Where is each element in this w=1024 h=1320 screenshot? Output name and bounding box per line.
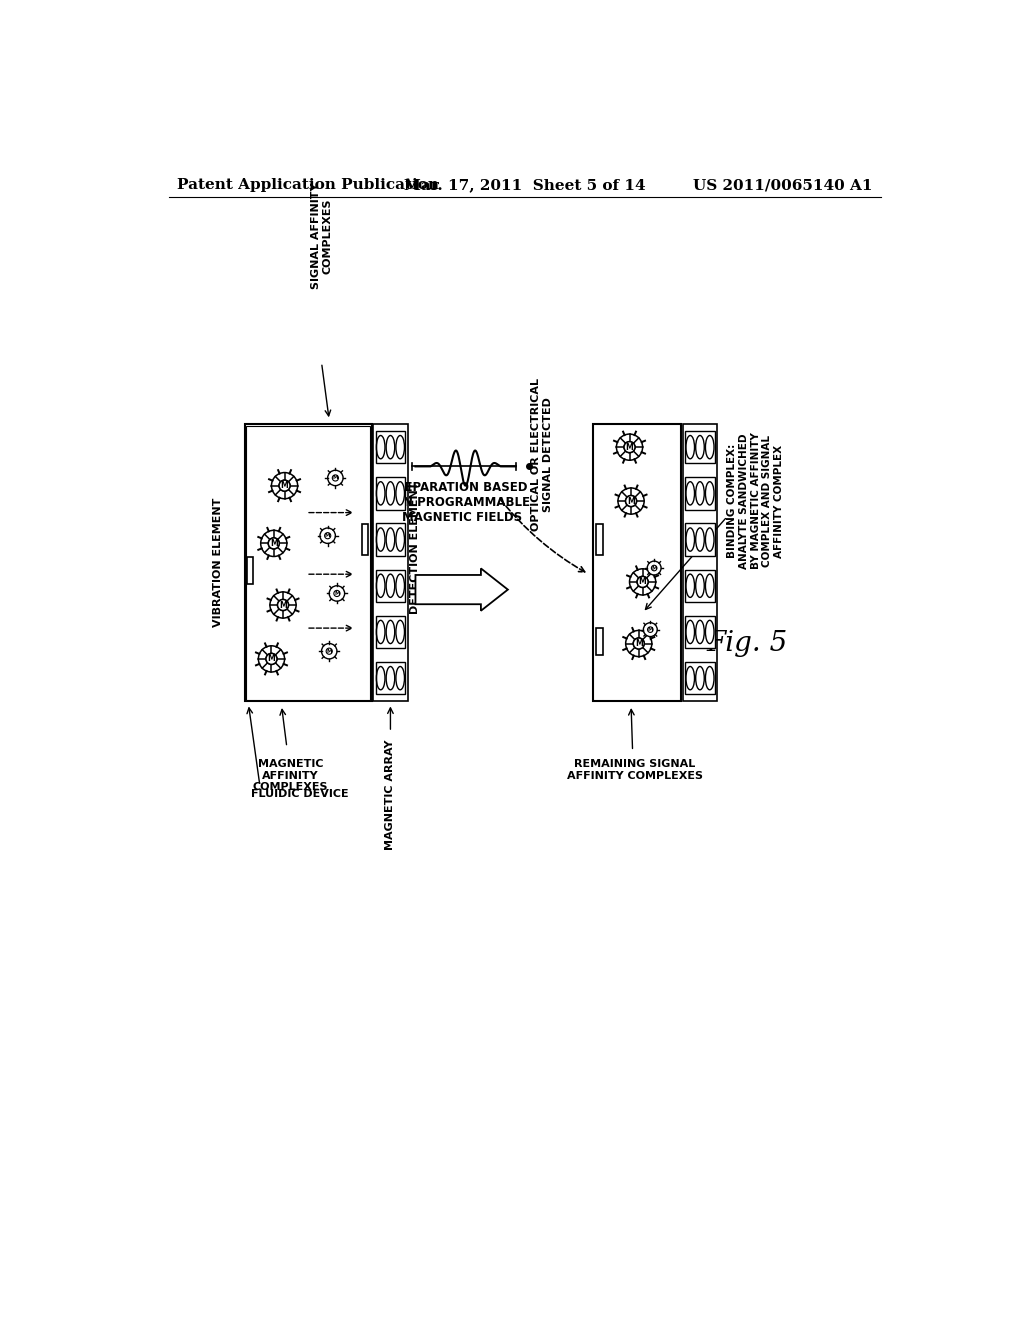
Bar (376, 663, 406, 694)
Text: OPTICAL OR ELECTRICAL
SIGNAL DETECTED: OPTICAL OR ELECTRICAL SIGNAL DETECTED (531, 379, 553, 532)
Circle shape (633, 638, 644, 649)
Bar (245, 424, 372, 701)
Text: Fig. 5: Fig. 5 (706, 630, 787, 657)
Circle shape (322, 644, 337, 659)
Circle shape (647, 627, 653, 632)
Circle shape (271, 473, 298, 499)
Bar (376, 432, 406, 463)
Text: Patent Application Publication: Patent Application Publication (177, 178, 438, 193)
Circle shape (626, 495, 637, 507)
Circle shape (325, 532, 331, 539)
Text: M: M (627, 496, 635, 506)
Circle shape (330, 586, 345, 601)
Circle shape (333, 475, 339, 480)
Circle shape (328, 470, 343, 486)
Circle shape (268, 539, 280, 549)
Text: M: M (647, 627, 653, 632)
Bar (246, 425, 370, 700)
Circle shape (280, 480, 290, 491)
Circle shape (616, 434, 643, 461)
Text: FLUIDIC DEVICE: FLUIDIC DEVICE (251, 788, 348, 799)
Bar (376, 570, 406, 602)
Text: M: M (639, 577, 646, 586)
Text: Mar. 17, 2011  Sheet 5 of 14: Mar. 17, 2011 Sheet 5 of 14 (404, 178, 645, 193)
Text: DETECTION ELEMENT: DETECTION ELEMENT (411, 480, 421, 614)
Circle shape (626, 495, 637, 507)
Text: MAGNETIC ARRAY: MAGNETIC ARRAY (385, 739, 395, 850)
Bar (361, 524, 368, 554)
Text: MAGNETIC
AFFINITY
COMPLEXES: MAGNETIC AFFINITY COMPLEXES (253, 759, 329, 792)
Bar (683, 424, 717, 701)
Text: US 2011/0065140 A1: US 2011/0065140 A1 (693, 178, 872, 193)
Bar (373, 424, 408, 701)
Bar (596, 524, 602, 554)
FancyArrow shape (416, 569, 508, 611)
Bar (685, 570, 715, 602)
Text: M: M (270, 539, 278, 548)
Bar (593, 424, 681, 701)
Circle shape (637, 577, 648, 587)
Text: M: M (281, 482, 289, 490)
Circle shape (624, 442, 635, 453)
Bar (685, 477, 715, 510)
Bar (685, 663, 715, 694)
Circle shape (326, 648, 333, 655)
Text: M: M (280, 601, 287, 610)
Circle shape (624, 442, 635, 453)
Text: M: M (325, 533, 331, 539)
Circle shape (270, 591, 296, 618)
Text: SIGNAL AFFINITY
COMPLEXES: SIGNAL AFFINITY COMPLEXES (310, 182, 333, 289)
Circle shape (647, 561, 662, 576)
Circle shape (319, 528, 336, 544)
Bar (376, 615, 406, 648)
Bar (685, 615, 715, 648)
Bar (596, 628, 602, 655)
Circle shape (278, 599, 289, 610)
Text: M: M (327, 648, 332, 653)
Bar (376, 477, 406, 510)
Circle shape (268, 539, 280, 549)
Text: M: M (267, 655, 275, 664)
Circle shape (626, 631, 652, 656)
Bar (376, 523, 406, 556)
Text: M: M (651, 565, 657, 570)
Circle shape (280, 480, 290, 491)
Text: M: M (635, 639, 643, 648)
Circle shape (266, 653, 276, 664)
Bar (685, 432, 715, 463)
Circle shape (651, 565, 657, 570)
Circle shape (258, 645, 285, 672)
Text: BINDING COMPLEX:
ANALYTE SANDWICHED
BY MAGNETIC AFFINITY
COMPLEX AND SIGNAL
AFFI: BINDING COMPLEX: ANALYTE SANDWICHED BY M… (727, 433, 783, 569)
Circle shape (633, 638, 644, 649)
Text: M: M (626, 442, 634, 451)
Text: VIBRATION ELEMENT: VIBRATION ELEMENT (213, 498, 222, 627)
Text: M: M (333, 475, 338, 480)
Circle shape (643, 623, 657, 636)
Circle shape (266, 653, 276, 664)
Bar (685, 523, 715, 556)
Text: M: M (334, 591, 340, 595)
Text: REMAINING SIGNAL
AFFINITY COMPLEXES: REMAINING SIGNAL AFFINITY COMPLEXES (567, 759, 702, 780)
Bar (247, 557, 253, 583)
Circle shape (637, 577, 648, 587)
Text: SEPARATION BASED
ON PROGRAMMABLE
MAGNETIC FIELDS: SEPARATION BASED ON PROGRAMMABLE MAGNETI… (393, 482, 530, 524)
Circle shape (278, 599, 289, 610)
Circle shape (617, 488, 644, 515)
Circle shape (630, 569, 655, 595)
Circle shape (334, 590, 340, 597)
Circle shape (261, 531, 287, 557)
